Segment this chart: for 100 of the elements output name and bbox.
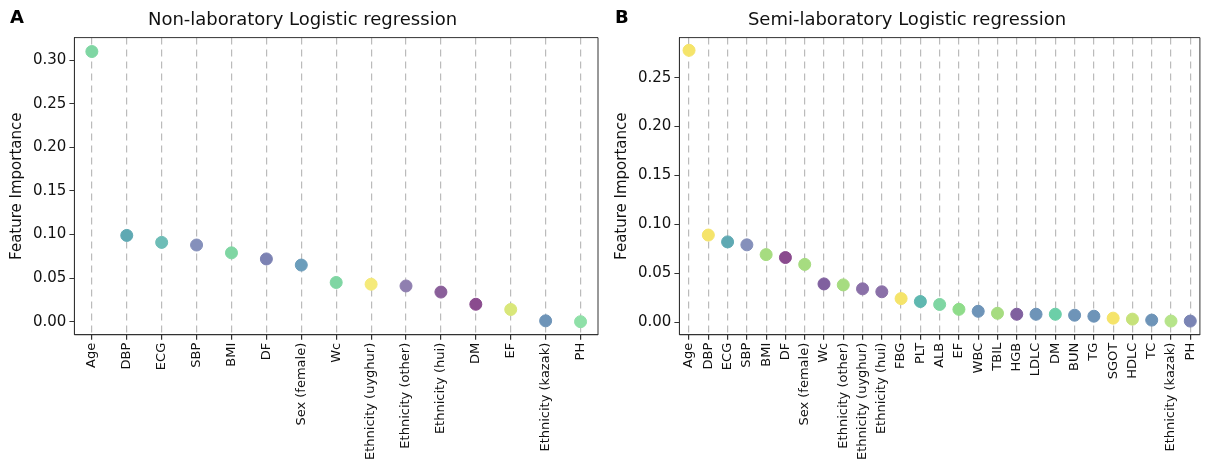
y-tick-label: 0.25 xyxy=(637,67,672,86)
x-tick-label: HGB xyxy=(1008,342,1024,372)
x-tick-label: BUN xyxy=(1065,342,1081,371)
point xyxy=(875,285,889,299)
x-tick-label: Wc xyxy=(327,342,343,363)
x-tick-label: DBP xyxy=(118,342,134,370)
point xyxy=(1048,307,1062,321)
point xyxy=(778,251,792,265)
x-tick-label: Ethnicity (uyghur) xyxy=(853,342,869,461)
x-tick-label: LDLC xyxy=(1027,342,1043,377)
x-tick-label: ECG xyxy=(153,342,169,371)
point xyxy=(190,238,204,252)
point xyxy=(259,252,273,266)
point xyxy=(913,295,927,309)
y-tick-label: 0.05 xyxy=(637,263,672,282)
y-tick-label: 0.15 xyxy=(637,165,672,184)
x-tick-label: SGOT xyxy=(1104,342,1120,380)
point xyxy=(155,235,169,249)
point xyxy=(85,45,99,59)
point xyxy=(1106,311,1120,325)
point xyxy=(399,279,413,293)
x-tick-label: ECG xyxy=(718,342,734,371)
point xyxy=(682,43,696,57)
point xyxy=(469,297,483,311)
x-tick-label: WBC xyxy=(969,342,985,374)
point xyxy=(894,292,908,306)
point xyxy=(1068,308,1082,322)
point xyxy=(539,314,553,328)
x-tick-label: Wc xyxy=(815,342,831,363)
x-tick-label: Age xyxy=(680,342,696,368)
point xyxy=(740,238,754,252)
x-tick-label: PH xyxy=(571,342,587,361)
point xyxy=(1125,312,1139,326)
point xyxy=(701,228,715,242)
x-tick-label: Ethnicity (kazak) xyxy=(1162,342,1178,452)
x-tick-label: DF xyxy=(257,342,273,361)
y-tick-label: 0.10 xyxy=(637,214,672,233)
x-tick-label: HDLC xyxy=(1123,342,1139,379)
point xyxy=(120,228,134,242)
x-tick-label: DM xyxy=(1046,342,1062,364)
x-tick-label: EF xyxy=(950,342,966,359)
point xyxy=(1087,309,1101,323)
x-tick-label: EF xyxy=(502,342,518,359)
x-tick-label: Sex (female) xyxy=(796,342,812,426)
x-tick-label: Ethnicity (uyghur) xyxy=(362,342,378,461)
y-tick-label: 0.00 xyxy=(32,311,67,330)
point xyxy=(933,297,947,311)
x-tick-label: Ethnicity (kazak) xyxy=(537,342,553,452)
x-tick-label: TC xyxy=(1143,342,1159,361)
text: B xyxy=(615,6,629,27)
point xyxy=(1010,307,1024,321)
y-tick-label: 0.20 xyxy=(32,137,67,156)
x-tick-label: DM xyxy=(467,342,483,364)
point xyxy=(224,246,238,260)
point xyxy=(817,277,831,291)
point xyxy=(952,302,966,316)
x-tick-label: TG xyxy=(1085,342,1101,362)
point xyxy=(1029,307,1043,321)
point xyxy=(1164,314,1178,328)
point xyxy=(329,275,343,289)
x-tick-label: ALB xyxy=(931,342,947,368)
x-tick-label: DBP xyxy=(699,342,715,370)
chart-title: Non-laboratory Logistic regression xyxy=(147,8,458,30)
y-tick-label: 0.05 xyxy=(32,268,67,287)
text: A xyxy=(10,6,24,27)
x-tick-label: SBP xyxy=(187,342,203,368)
point xyxy=(504,302,518,316)
point xyxy=(856,282,870,296)
point xyxy=(364,277,378,291)
x-tick-label: PH xyxy=(1181,342,1197,361)
point xyxy=(721,235,735,249)
y-tick-label: 0.15 xyxy=(32,180,67,199)
x-tick-label: PLT xyxy=(911,342,927,364)
point xyxy=(294,258,308,272)
point xyxy=(574,315,588,329)
x-tick-label: Age xyxy=(83,342,99,368)
point xyxy=(1145,313,1159,327)
point xyxy=(971,304,985,318)
point xyxy=(434,285,448,299)
x-tick-label: Ethnicity (other) xyxy=(834,342,850,449)
point xyxy=(836,278,850,292)
x-tick-label: Ethnicity (hui) xyxy=(432,342,448,435)
x-tick-label: Sex (female) xyxy=(292,342,308,426)
x-tick-label: Ethnicity (hui) xyxy=(873,342,889,435)
y-tick-label: 0.25 xyxy=(32,93,67,112)
x-tick-label: FBG xyxy=(892,342,908,370)
x-tick-label: DF xyxy=(776,342,792,361)
y-tick-label: 0.20 xyxy=(637,116,672,135)
point xyxy=(990,306,1004,320)
point xyxy=(1183,314,1197,328)
x-tick-label: Ethnicity (other) xyxy=(397,342,413,449)
x-tick-label: TBIL xyxy=(988,342,1004,372)
y-tick-label: 0.00 xyxy=(637,311,672,330)
y-axis-title: Feature Importance xyxy=(611,112,630,260)
y-tick-label: 0.30 xyxy=(32,50,67,69)
chart-title: Semi-laboratory Logistic regression xyxy=(747,8,1067,30)
x-tick-label: BMI xyxy=(757,342,773,367)
x-tick-label: BMI xyxy=(222,342,238,367)
point xyxy=(759,248,773,262)
point xyxy=(798,257,812,271)
